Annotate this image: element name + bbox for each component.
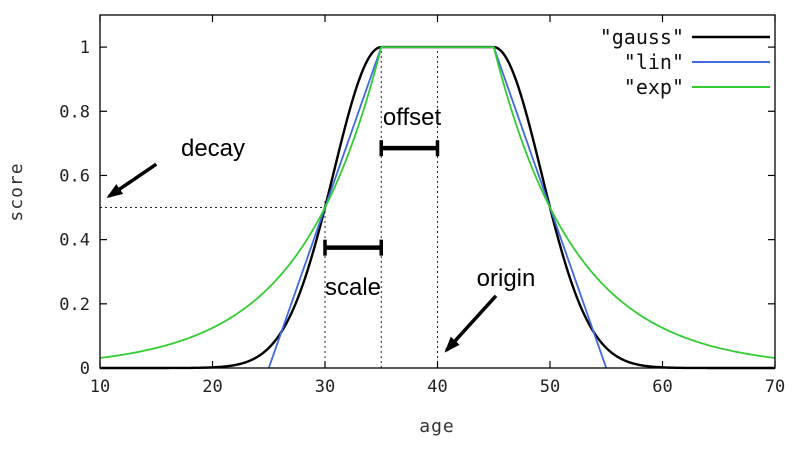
annotation-marks	[106, 140, 498, 353]
x-tick-label: 10	[90, 377, 110, 397]
legend-label-gauss: "gauss"	[600, 25, 684, 49]
legend-label-exp: "exp"	[624, 75, 684, 99]
y-tick-label: 0.6	[59, 166, 90, 186]
annotation-origin-label: origin	[477, 265, 536, 292]
x-tick-label: 40	[427, 377, 447, 397]
guide-lines	[100, 47, 438, 368]
x-tick-label: 60	[652, 377, 672, 397]
chart-generated-layer: 10 20 30 40 50 60 70 0 0.2 0.4 0.6 0.8 1	[59, 14, 785, 397]
annotation-offset-label: offset	[383, 104, 442, 131]
legend: "gauss" "lin" "exp"	[600, 25, 770, 99]
annotation-arrow	[444, 294, 498, 353]
y-tick-label: 0.2	[59, 295, 90, 315]
plot-frame: 10 20 30 40 50 60 70 0 0.2 0.4 0.6 0.8 1	[59, 14, 785, 397]
y-tick-label: 0.8	[59, 102, 90, 122]
x-tick-label: 50	[540, 377, 560, 397]
annotation-decay-label: decay	[181, 135, 245, 162]
curve-exp	[99, 46, 776, 359]
y-axis-label: score	[6, 162, 27, 221]
y-tick-label: 1	[80, 38, 90, 58]
annotation-scale-label: scale	[325, 274, 381, 301]
x-axis-label: age	[419, 416, 455, 437]
annotation-arrow	[106, 162, 158, 198]
y-tick-label: 0.4	[59, 231, 90, 251]
x-tick-label: 70	[765, 377, 785, 397]
legend-label-lin: "lin"	[624, 50, 684, 74]
y-tick-label: 0	[80, 359, 90, 379]
x-tick-label: 20	[202, 377, 222, 397]
x-tick-label: 30	[315, 377, 335, 397]
